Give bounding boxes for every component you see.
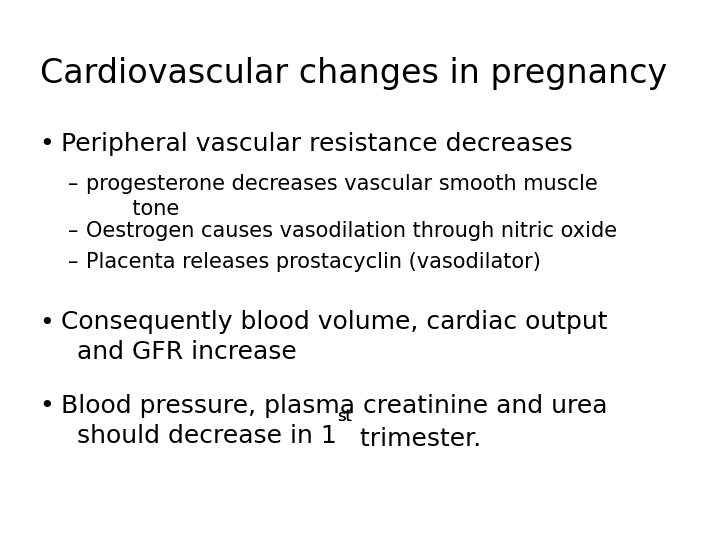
Text: Consequently blood volume, cardiac output
  and GFR increase: Consequently blood volume, cardiac outpu… [61,310,608,364]
Text: st: st [337,409,351,424]
Text: Blood pressure, plasma creatinine and urea
  should decrease in 1: Blood pressure, plasma creatinine and ur… [61,394,608,448]
Text: st: st [337,409,351,424]
Text: •: • [40,310,54,334]
Text: progesterone decreases vascular smooth muscle
       tone: progesterone decreases vascular smooth m… [86,174,598,219]
Text: Placenta releases prostacyclin (vasodilator): Placenta releases prostacyclin (vasodila… [86,252,541,272]
Text: –: – [68,252,78,272]
Text: –: – [68,174,78,194]
Text: Oestrogen causes vasodilation through nitric oxide: Oestrogen causes vasodilation through ni… [86,221,618,241]
Text: –: – [68,221,78,241]
Text: trimester.: trimester. [351,427,481,451]
Text: •: • [40,394,54,418]
Text: Peripheral vascular resistance decreases: Peripheral vascular resistance decreases [61,132,573,156]
Text: •: • [40,132,54,156]
Text: Cardiovascular changes in pregnancy: Cardiovascular changes in pregnancy [40,57,667,90]
